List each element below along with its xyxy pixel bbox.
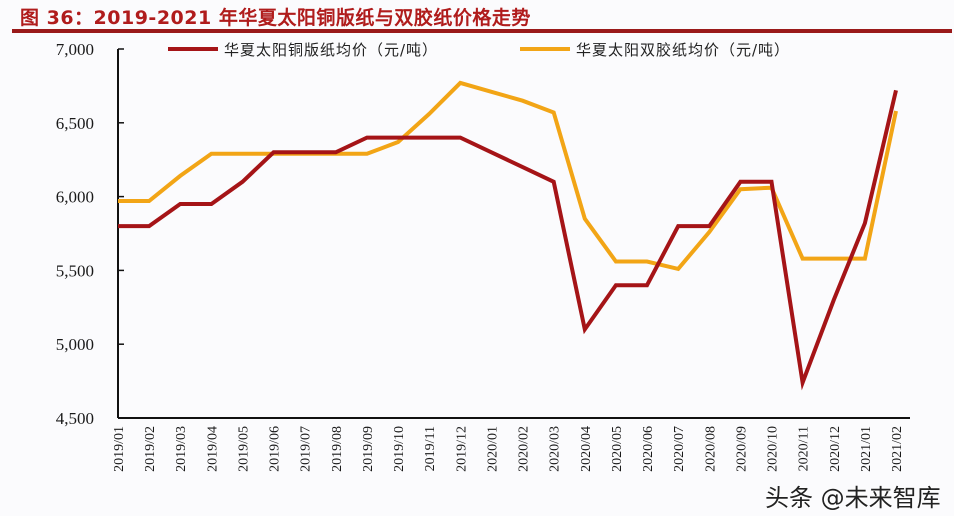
x-tick-label: 2020/06 xyxy=(641,426,656,472)
x-tick-label: 2020/08 xyxy=(703,426,718,472)
x-tick-label: 2020/02 xyxy=(517,426,532,472)
y-tick-label: 7,000 xyxy=(56,40,94,59)
legend: 华夏太阳铜版纸均价（元/吨） 华夏太阳双胶纸均价（元/吨） xyxy=(168,41,790,59)
x-tick-label: 2021/02 xyxy=(890,426,905,472)
x-tick-label: 2020/12 xyxy=(828,426,843,472)
x-axis: 2019/01 2019/02 2019/03 2019/04 2019/05 2019/… xyxy=(112,417,910,472)
y-tick-label: 6,500 xyxy=(56,114,94,133)
x-tick-label: 2019/08 xyxy=(330,426,345,472)
x-tick-label: 2021/01 xyxy=(859,426,874,472)
x-tick-label: 2019/12 xyxy=(454,426,469,472)
legend-label: 华夏太阳双胶纸均价（元/吨） xyxy=(576,41,790,59)
x-tick-label: 2019/03 xyxy=(174,426,189,472)
x-tick-label: 2019/05 xyxy=(236,426,251,472)
series-line-offset xyxy=(118,80,898,272)
title-divider xyxy=(12,29,952,33)
x-tick-label: 2020/03 xyxy=(548,426,563,472)
x-tick-label: 2019/10 xyxy=(392,426,407,472)
x-tick-label: 2019/07 xyxy=(299,426,314,472)
y-tick-label: 4,500 xyxy=(56,409,94,428)
x-tick-label: 2019/04 xyxy=(205,426,220,472)
x-tick-label: 2019/01 xyxy=(112,426,127,472)
x-tick-label: 2019/02 xyxy=(143,426,158,472)
x-tick-label: 2019/09 xyxy=(361,426,376,472)
plot-area xyxy=(118,80,898,391)
x-tick-label: 2019/11 xyxy=(423,426,438,471)
y-tick-label: 5,000 xyxy=(56,335,94,354)
x-tick-label: 2019/06 xyxy=(268,426,283,472)
legend-label: 华夏太阳铜版纸均价（元/吨） xyxy=(224,41,438,59)
x-tick-label: 2020/04 xyxy=(579,426,594,472)
y-axis: 7,000 6,500 6,000 5,500 5,000 4,500 xyxy=(56,40,124,428)
x-tick-label: 2020/01 xyxy=(485,426,500,472)
x-tick-label: 2020/10 xyxy=(766,426,781,472)
y-tick-label: 5,500 xyxy=(56,261,94,280)
x-tick-label: 2020/09 xyxy=(734,426,749,472)
x-tick-label: 2020/07 xyxy=(672,426,687,472)
x-tick-label: 2020/05 xyxy=(610,426,625,472)
watermark: 头条 @未来智库 xyxy=(765,484,941,512)
y-tick-label: 6,000 xyxy=(56,188,94,207)
chart-title: 图 36：2019-2021 年华夏太阳铜版纸与双胶纸价格走势 xyxy=(20,7,531,29)
x-tick-label: 2020/11 xyxy=(797,426,812,471)
series-line-copperplate xyxy=(118,89,898,391)
